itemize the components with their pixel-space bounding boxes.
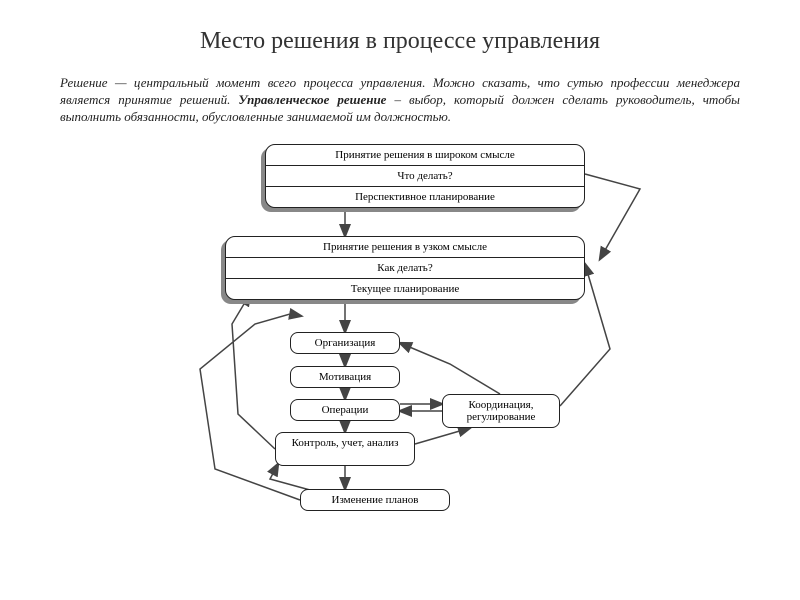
intro-em: Решение [60,75,108,90]
pill-organization: Организация [290,332,400,354]
group2-box: Принятие решения в узком смысле Как дела… [225,236,585,300]
group2-row1: Принятие решения в узком смысле [226,237,584,258]
pill-operations: Операции [290,399,400,421]
arrow-ctrl-to-g2-left-poly [232,294,275,449]
group2-row2: Как делать? [226,258,584,279]
pill-change-plans: Изменение планов [300,489,450,511]
group1-row1: Принятие решения в широком смысле [266,145,584,166]
pill-control: Контроль, учет, анализ [275,432,415,466]
arrow-change-to-ctrl-poly [270,464,310,490]
pill-coordination: Координация, регулирование [442,394,560,428]
flowchart-diagram: Принятие решения в широком смысле Что де… [0,134,800,554]
arrow-change-loop-left-poly [200,314,301,500]
group1-row3: Перспективное планирование [266,187,584,207]
intro-paragraph: Решение — центральный момент всего проце… [0,75,800,134]
group1-box: Принятие решения в широком смысле Что де… [265,144,585,208]
arrow-ctrl-to-coord [415,428,470,444]
arrow-g1-loop-poly [585,174,640,259]
group1-row2: Что делать? [266,166,584,187]
intro-bold: Управленческое решение [238,92,386,107]
group2-row3: Текущее планирование [226,279,584,299]
pill-motivation: Мотивация [290,366,400,388]
page-title: Место решения в процессе управления [0,0,800,75]
arrow-coord-to-org-poly [400,343,500,394]
